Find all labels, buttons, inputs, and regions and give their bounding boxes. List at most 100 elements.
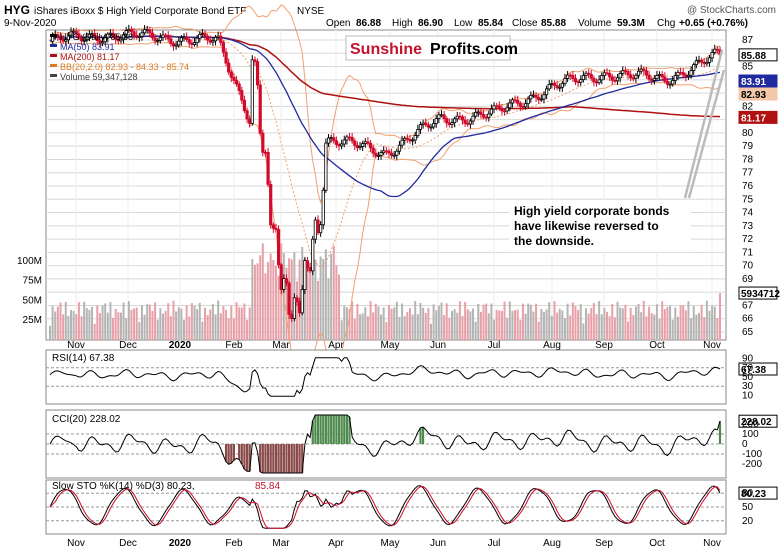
volume-bar bbox=[506, 317, 509, 340]
candle-body bbox=[505, 107, 509, 112]
osc-tick-label: 30 bbox=[742, 381, 754, 392]
legend-entry: BB(20,2.0) 82.93 - 84.33 - 85.74 bbox=[60, 62, 189, 72]
candle-body bbox=[308, 266, 312, 272]
volume-bar bbox=[72, 310, 75, 340]
candle-body bbox=[342, 139, 346, 145]
volume-bar bbox=[259, 255, 262, 340]
volume-bar bbox=[703, 316, 706, 340]
candle-body bbox=[660, 74, 664, 78]
candle-body bbox=[271, 224, 275, 229]
volume-bar bbox=[140, 305, 143, 340]
candle-body bbox=[216, 35, 220, 38]
volume-bar bbox=[62, 314, 65, 340]
candle-body bbox=[232, 77, 236, 81]
volume-bar bbox=[198, 302, 201, 340]
volume-bar bbox=[511, 310, 514, 340]
candle-body bbox=[544, 88, 549, 96]
volume-axis: 100M 75M 50M 25M bbox=[17, 256, 42, 326]
volume-bar bbox=[80, 316, 83, 340]
chg-value: +0.65 (+0.76%) bbox=[679, 18, 748, 29]
volume-bar bbox=[211, 303, 214, 340]
volume-bar bbox=[600, 314, 603, 340]
price-tick-label: 85 bbox=[742, 62, 754, 73]
candle-body bbox=[51, 36, 55, 42]
candle-body bbox=[206, 35, 210, 41]
volume-bar bbox=[83, 301, 86, 340]
candle-body bbox=[166, 34, 170, 40]
candle-body bbox=[305, 260, 310, 268]
candle-body bbox=[292, 297, 296, 319]
volume-bar bbox=[437, 305, 440, 340]
x-tick-label: Nov bbox=[67, 538, 85, 549]
volume-bar bbox=[406, 311, 409, 340]
volume-bar bbox=[429, 323, 432, 340]
volume-bar bbox=[603, 307, 606, 340]
candle-body bbox=[158, 37, 162, 41]
volume-bar bbox=[692, 306, 695, 340]
volume-bar bbox=[645, 316, 648, 340]
x-tick-label: Nov bbox=[67, 340, 85, 351]
x-tick-label: Nov bbox=[703, 340, 721, 351]
candle-body bbox=[250, 59, 254, 124]
candle-body bbox=[437, 114, 441, 119]
x-tick-label: 2020 bbox=[169, 538, 192, 549]
volume-bar bbox=[432, 304, 435, 340]
volume-bar bbox=[127, 301, 130, 340]
candle-body bbox=[137, 35, 141, 38]
annotation-arrow-1 bbox=[683, 49, 724, 199]
volume-bar bbox=[648, 306, 651, 340]
candle-body bbox=[261, 132, 265, 153]
candle-body bbox=[474, 112, 478, 117]
price-label-box bbox=[738, 110, 778, 124]
candle-body bbox=[361, 143, 365, 147]
volume-bar bbox=[514, 310, 517, 340]
candle-body bbox=[426, 124, 430, 128]
candle-body bbox=[647, 74, 651, 80]
volume-bar bbox=[634, 306, 637, 340]
candle-body bbox=[629, 74, 633, 79]
volume-bar bbox=[91, 306, 94, 340]
volume-bar bbox=[540, 308, 543, 340]
candle-body bbox=[429, 126, 433, 129]
candle-body bbox=[219, 35, 223, 43]
candle-body bbox=[164, 34, 168, 37]
price-tick-label: 80 bbox=[742, 128, 754, 139]
candle-body bbox=[534, 94, 538, 98]
price-tick-label: 74 bbox=[742, 208, 754, 219]
volume-bar bbox=[348, 309, 351, 340]
candle-body bbox=[418, 124, 423, 130]
close-value: 85.88 bbox=[541, 18, 566, 29]
volume-bar bbox=[658, 318, 661, 340]
volume-bar bbox=[516, 309, 519, 340]
volume-bar bbox=[443, 315, 446, 340]
volume-bar bbox=[311, 245, 314, 340]
volume-bar bbox=[479, 311, 482, 340]
x-tick-label: Feb bbox=[225, 340, 243, 351]
x-tick-label: Jul bbox=[488, 538, 501, 549]
candle-body bbox=[295, 297, 299, 303]
candle-body bbox=[382, 150, 386, 154]
candle-body bbox=[432, 123, 436, 128]
candle-body bbox=[403, 137, 407, 141]
candle-body bbox=[684, 74, 688, 78]
volume-bar bbox=[96, 305, 99, 340]
candle-body bbox=[119, 38, 123, 42]
volume-bar bbox=[319, 256, 322, 340]
legend-entry: MA(50) 83.91 bbox=[60, 42, 115, 52]
rsi-panel bbox=[45, 349, 727, 405]
volume-bar bbox=[474, 321, 477, 340]
volume-bar bbox=[445, 303, 448, 340]
candle-body bbox=[274, 227, 278, 230]
volume-bar bbox=[485, 303, 488, 340]
volume-bar bbox=[109, 302, 112, 340]
volume-value: 59.3M bbox=[617, 18, 645, 29]
candle-body bbox=[713, 48, 717, 53]
candle-body bbox=[500, 107, 504, 112]
candle-body bbox=[594, 81, 599, 84]
volume-bar bbox=[272, 259, 275, 340]
candle-body bbox=[471, 115, 475, 122]
candle-body bbox=[644, 70, 649, 76]
volume-bar bbox=[676, 316, 679, 340]
volume-bar bbox=[243, 303, 246, 340]
candle-body bbox=[715, 48, 719, 51]
